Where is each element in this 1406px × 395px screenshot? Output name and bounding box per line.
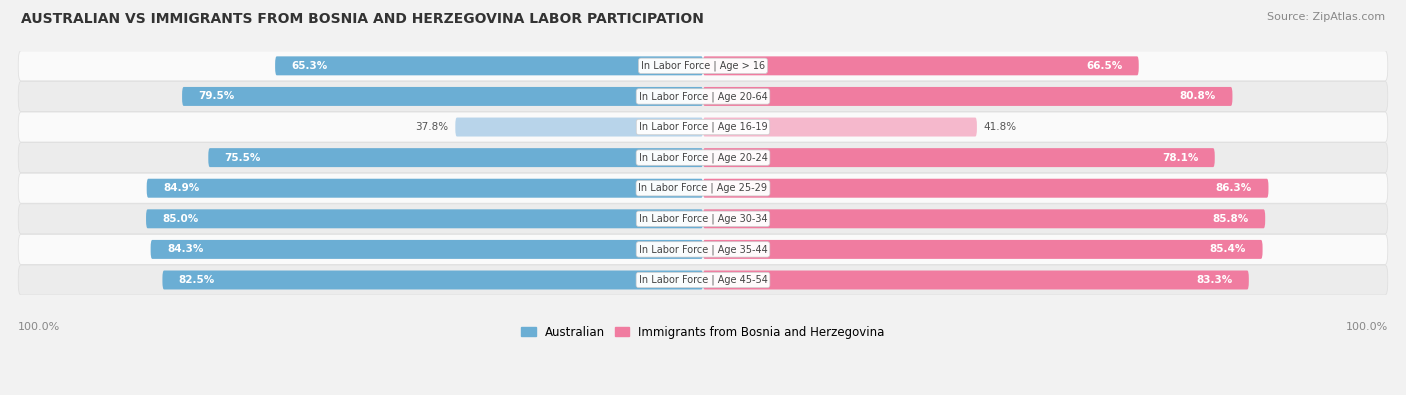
FancyBboxPatch shape: [703, 179, 1268, 198]
Text: In Labor Force | Age 20-24: In Labor Force | Age 20-24: [638, 152, 768, 163]
FancyBboxPatch shape: [150, 240, 703, 259]
Text: 66.5%: 66.5%: [1085, 61, 1122, 71]
FancyBboxPatch shape: [703, 209, 1265, 228]
Text: 100.0%: 100.0%: [1346, 322, 1388, 332]
Text: Source: ZipAtlas.com: Source: ZipAtlas.com: [1267, 12, 1385, 22]
Text: In Labor Force | Age 35-44: In Labor Force | Age 35-44: [638, 244, 768, 255]
Text: In Labor Force | Age 45-54: In Labor Force | Age 45-54: [638, 275, 768, 285]
Text: 80.8%: 80.8%: [1180, 91, 1216, 102]
FancyBboxPatch shape: [18, 112, 1388, 142]
Text: In Labor Force | Age 20-64: In Labor Force | Age 20-64: [638, 91, 768, 102]
Text: 78.1%: 78.1%: [1161, 152, 1198, 163]
FancyBboxPatch shape: [163, 271, 703, 290]
FancyBboxPatch shape: [18, 51, 1388, 81]
FancyBboxPatch shape: [276, 56, 703, 75]
Text: 37.8%: 37.8%: [416, 122, 449, 132]
FancyBboxPatch shape: [703, 240, 1263, 259]
Text: 83.3%: 83.3%: [1197, 275, 1233, 285]
FancyBboxPatch shape: [703, 118, 977, 137]
Text: 86.3%: 86.3%: [1216, 183, 1253, 193]
FancyBboxPatch shape: [183, 87, 703, 106]
FancyBboxPatch shape: [703, 87, 1233, 106]
Text: In Labor Force | Age > 16: In Labor Force | Age > 16: [641, 60, 765, 71]
Text: In Labor Force | Age 25-29: In Labor Force | Age 25-29: [638, 183, 768, 194]
FancyBboxPatch shape: [208, 148, 703, 167]
FancyBboxPatch shape: [146, 209, 703, 228]
FancyBboxPatch shape: [18, 143, 1388, 173]
Text: 79.5%: 79.5%: [198, 91, 235, 102]
Text: 84.9%: 84.9%: [163, 183, 200, 193]
FancyBboxPatch shape: [703, 56, 1139, 75]
Text: AUSTRALIAN VS IMMIGRANTS FROM BOSNIA AND HERZEGOVINA LABOR PARTICIPATION: AUSTRALIAN VS IMMIGRANTS FROM BOSNIA AND…: [21, 12, 704, 26]
FancyBboxPatch shape: [18, 265, 1388, 295]
FancyBboxPatch shape: [456, 118, 703, 137]
Text: 75.5%: 75.5%: [225, 152, 262, 163]
Text: 85.0%: 85.0%: [163, 214, 198, 224]
Text: 85.4%: 85.4%: [1209, 245, 1246, 254]
FancyBboxPatch shape: [18, 81, 1388, 111]
Text: 84.3%: 84.3%: [167, 245, 204, 254]
Text: 41.8%: 41.8%: [983, 122, 1017, 132]
Text: In Labor Force | Age 30-34: In Labor Force | Age 30-34: [638, 214, 768, 224]
FancyBboxPatch shape: [146, 179, 703, 198]
FancyBboxPatch shape: [703, 271, 1249, 290]
Legend: Australian, Immigrants from Bosnia and Herzegovina: Australian, Immigrants from Bosnia and H…: [516, 321, 890, 343]
FancyBboxPatch shape: [18, 173, 1388, 203]
Text: 100.0%: 100.0%: [18, 322, 60, 332]
FancyBboxPatch shape: [18, 234, 1388, 264]
FancyBboxPatch shape: [703, 148, 1215, 167]
FancyBboxPatch shape: [18, 204, 1388, 234]
Text: 65.3%: 65.3%: [291, 61, 328, 71]
Text: In Labor Force | Age 16-19: In Labor Force | Age 16-19: [638, 122, 768, 132]
Text: 82.5%: 82.5%: [179, 275, 215, 285]
Text: 85.8%: 85.8%: [1212, 214, 1249, 224]
